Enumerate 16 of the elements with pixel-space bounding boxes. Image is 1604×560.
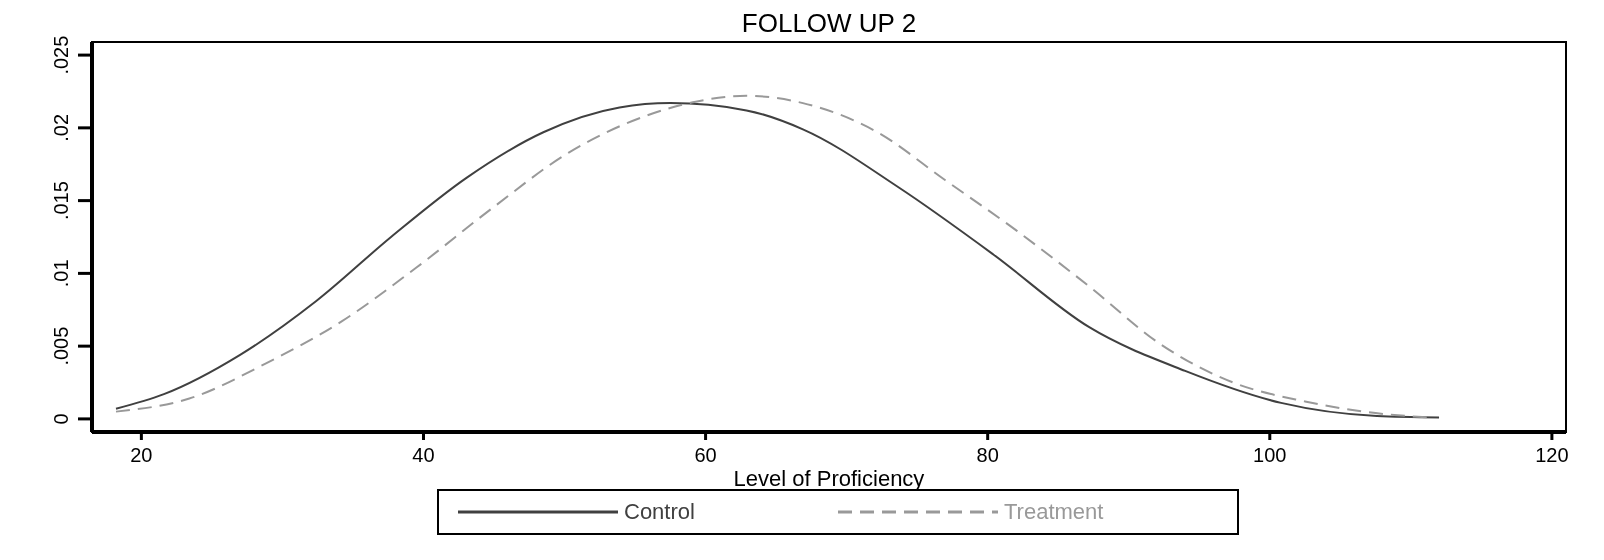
x-tick-label: 120 (1535, 444, 1569, 466)
x-axis-title: Level of Proficiency (733, 466, 925, 491)
y-tick-label: 0 (50, 413, 72, 425)
y-tick-label: .02 (50, 113, 72, 142)
text: Treatment (1004, 499, 1104, 524)
x-tick-label: 20 (130, 444, 153, 466)
text: Control (624, 499, 695, 524)
y-tick-label: .005 (50, 326, 72, 366)
y-tick-label: .015 (50, 181, 72, 221)
y-tick-label: .025 (50, 35, 72, 75)
x-tick-label: 100 (1253, 444, 1287, 466)
x-tick-label: 40 (412, 444, 435, 466)
x-tick-label: 60 (694, 444, 717, 466)
x-tick-label: 80 (976, 444, 999, 466)
y-tick-label: .01 (50, 259, 72, 288)
chart-title: FOLLOW UP 2 (741, 8, 917, 38)
